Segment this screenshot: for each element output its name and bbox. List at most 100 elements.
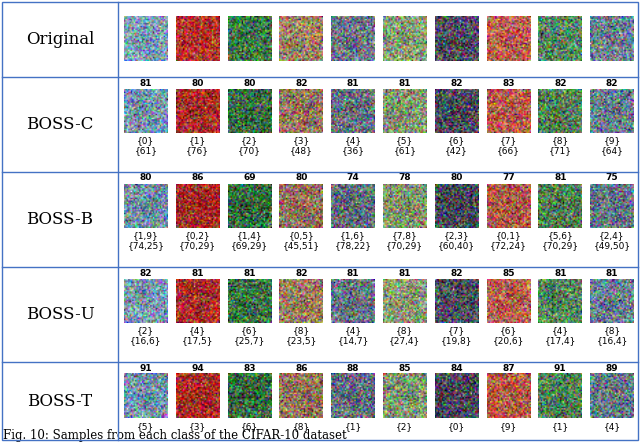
Text: {74,25}: {74,25} (127, 242, 164, 250)
Text: 81: 81 (606, 269, 618, 278)
Text: 80: 80 (140, 174, 152, 182)
Text: {69,29}: {69,29} (231, 242, 268, 250)
Text: {4}: {4} (344, 326, 362, 336)
Text: 82: 82 (451, 79, 463, 87)
Text: 82: 82 (295, 79, 308, 87)
Text: {0}: {0} (137, 136, 154, 146)
Text: BOSS-U: BOSS-U (26, 306, 94, 323)
Text: {8}: {8} (292, 326, 310, 336)
Text: {1}: {1} (189, 136, 206, 146)
Text: {4}: {4} (552, 326, 569, 336)
Text: BOSS-B: BOSS-B (26, 211, 93, 228)
Text: {72,24}: {72,24} (490, 242, 527, 250)
Text: 81: 81 (347, 79, 359, 87)
Text: {0}: {0} (448, 423, 465, 432)
Text: {5,6}: {5,6} (547, 231, 573, 241)
Text: {60,40}: {60,40} (438, 242, 476, 250)
Text: {17,4}: {17,4} (545, 337, 576, 345)
Text: 80: 80 (191, 79, 204, 87)
Text: 88: 88 (347, 364, 359, 373)
Text: {6}: {6} (500, 326, 517, 336)
Text: {1,6}: {1,6} (340, 231, 366, 241)
Text: 74: 74 (347, 174, 360, 182)
Text: {0,2}: {0,2} (185, 231, 211, 241)
Text: {2}: {2} (396, 423, 413, 432)
Text: {70,29}: {70,29} (387, 242, 424, 250)
Text: 82: 82 (295, 269, 308, 278)
Text: 81: 81 (140, 79, 152, 87)
Text: {2}: {2} (138, 326, 154, 336)
Text: {2,3}: {2,3} (444, 231, 470, 241)
Text: {9}: {9} (604, 136, 621, 146)
Text: {8}: {8} (552, 136, 569, 146)
Text: {8}: {8} (396, 326, 413, 336)
Text: {4}: {4} (604, 423, 621, 432)
Text: 81: 81 (554, 174, 566, 182)
Text: {2,4}: {2,4} (599, 231, 625, 241)
Text: 82: 82 (451, 269, 463, 278)
Text: {19,8}: {19,8} (441, 337, 472, 345)
Text: 89: 89 (606, 364, 618, 373)
Text: BOSS-C: BOSS-C (26, 116, 93, 133)
Text: {20,6}: {20,6} (493, 337, 524, 345)
Text: {1}: {1} (552, 423, 569, 432)
Text: 82: 82 (606, 79, 618, 87)
Text: 75: 75 (606, 174, 618, 182)
Text: {61}: {61} (394, 147, 417, 155)
Text: {7}: {7} (448, 326, 465, 336)
Text: {16,6}: {16,6} (130, 337, 162, 345)
Text: {0,5}: {0,5} (289, 231, 314, 241)
Text: 81: 81 (399, 79, 411, 87)
Text: {48}: {48} (290, 147, 313, 155)
Text: 87: 87 (502, 364, 515, 373)
Text: {9}: {9} (500, 423, 517, 432)
Text: {1,9}: {1,9} (133, 231, 159, 241)
Text: 82: 82 (554, 79, 566, 87)
Text: {70}: {70} (238, 147, 261, 155)
Text: {6}: {6} (241, 423, 258, 432)
Text: {36}: {36} (342, 147, 365, 155)
Text: {8}: {8} (604, 326, 621, 336)
Text: {76}: {76} (186, 147, 209, 155)
Text: 85: 85 (502, 269, 515, 278)
Text: 83: 83 (243, 364, 256, 373)
Text: {1}: {1} (344, 423, 362, 432)
Text: 69: 69 (243, 174, 256, 182)
Text: {49,50}: {49,50} (593, 242, 630, 250)
Text: 91: 91 (140, 364, 152, 373)
Text: 80: 80 (295, 174, 307, 182)
Text: 81: 81 (243, 269, 256, 278)
Text: 81: 81 (554, 269, 566, 278)
Text: 82: 82 (140, 269, 152, 278)
Text: {16,4}: {16,4} (596, 337, 628, 345)
Text: 91: 91 (554, 364, 566, 373)
Text: {3}: {3} (189, 423, 206, 432)
Text: {5}: {5} (137, 423, 154, 432)
Text: {70,29}: {70,29} (179, 242, 216, 250)
Text: {6}: {6} (241, 326, 258, 336)
Text: {2}: {2} (241, 136, 258, 146)
Text: {25,7}: {25,7} (234, 337, 265, 345)
Text: 81: 81 (347, 269, 359, 278)
Text: 81: 81 (399, 269, 411, 278)
Text: 86: 86 (295, 364, 308, 373)
Text: {17,5}: {17,5} (182, 337, 214, 345)
Text: {4}: {4} (344, 136, 362, 146)
Text: {27,4}: {27,4} (389, 337, 420, 345)
Text: {7}: {7} (500, 136, 517, 146)
Text: 94: 94 (191, 364, 204, 373)
Text: 78: 78 (399, 174, 412, 182)
Text: Original: Original (26, 31, 94, 48)
Text: {0,1}: {0,1} (495, 231, 522, 241)
Text: 80: 80 (243, 79, 256, 87)
Text: {14,7}: {14,7} (337, 337, 369, 345)
Text: {1,4}: {1,4} (237, 231, 262, 241)
Text: {78,22}: {78,22} (335, 242, 372, 250)
Text: {42}: {42} (445, 147, 468, 155)
Text: {66}: {66} (497, 147, 520, 155)
Text: {71}: {71} (548, 147, 572, 155)
Text: {4}: {4} (189, 326, 206, 336)
Text: 81: 81 (191, 269, 204, 278)
Text: 86: 86 (191, 174, 204, 182)
Text: {5}: {5} (396, 136, 413, 146)
